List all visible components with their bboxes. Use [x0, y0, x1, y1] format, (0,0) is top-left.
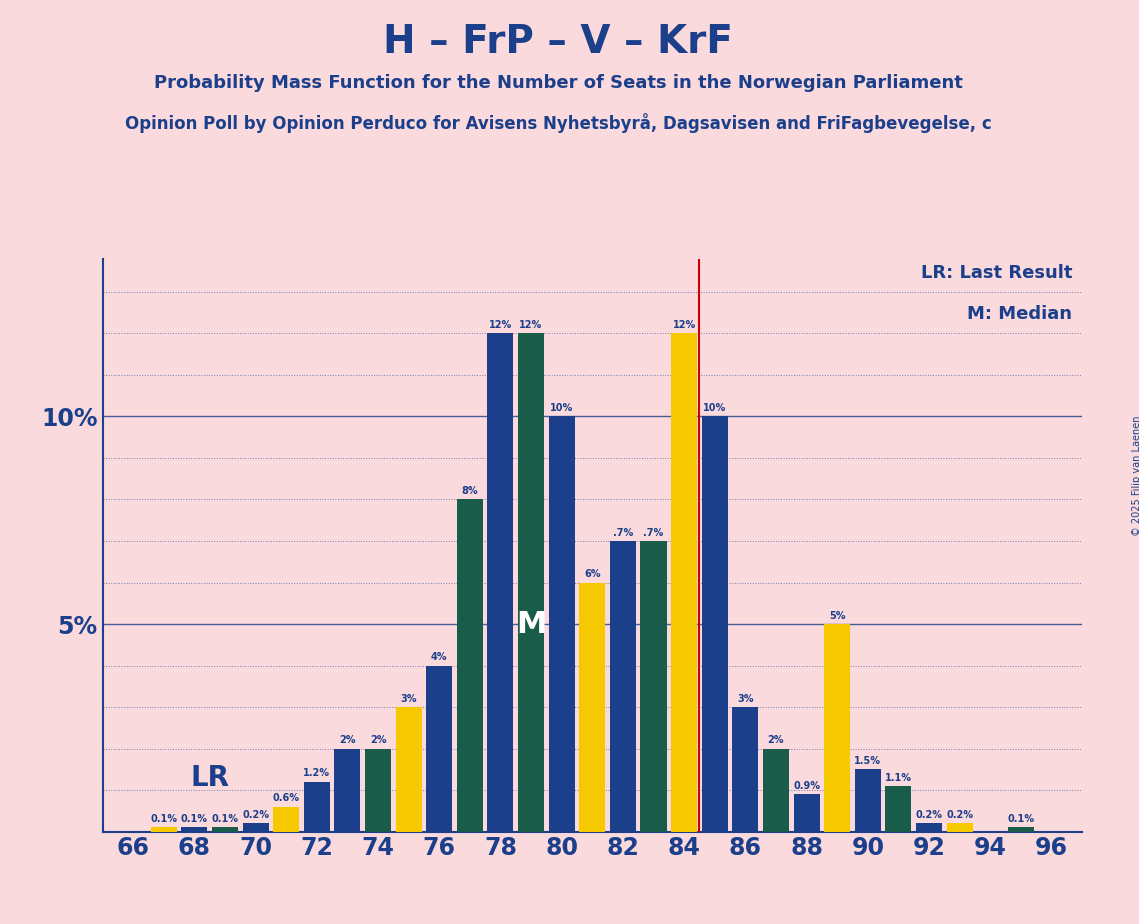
Text: 12%: 12% — [672, 320, 696, 330]
Bar — [212, 828, 238, 832]
Bar — [335, 748, 360, 832]
Text: © 2025 Filip van Laenen: © 2025 Filip van Laenen — [1132, 416, 1139, 536]
Text: M: M — [516, 610, 547, 638]
Text: 0.1%: 0.1% — [1007, 814, 1034, 824]
Bar — [549, 417, 575, 832]
Bar — [243, 823, 269, 832]
Text: Opinion Poll by Opinion Perduco for Avisens Nyhetsbyrå, Dagsavisen and FriFagbev: Opinion Poll by Opinion Perduco for Avis… — [125, 113, 991, 133]
Bar — [609, 541, 636, 832]
Bar — [702, 417, 728, 832]
Bar — [854, 770, 880, 832]
Text: LR: Last Result: LR: Last Result — [920, 264, 1072, 283]
Bar — [273, 807, 300, 832]
Bar — [732, 707, 759, 832]
Text: 2%: 2% — [370, 736, 386, 746]
Bar — [518, 334, 544, 832]
Bar — [671, 334, 697, 832]
Bar — [426, 665, 452, 832]
Bar — [794, 795, 820, 832]
Text: 2%: 2% — [339, 736, 355, 746]
Text: .7%: .7% — [613, 528, 633, 538]
Text: 5%: 5% — [829, 611, 845, 621]
Bar — [364, 748, 391, 832]
Text: 10%: 10% — [550, 403, 573, 413]
Text: 3%: 3% — [401, 694, 417, 704]
Text: Probability Mass Function for the Number of Seats in the Norwegian Parliament: Probability Mass Function for the Number… — [154, 74, 962, 91]
Text: 8%: 8% — [461, 486, 478, 496]
Bar — [763, 748, 789, 832]
Bar — [304, 782, 330, 832]
Bar — [395, 707, 421, 832]
Text: 0.2%: 0.2% — [947, 810, 973, 820]
Bar — [885, 786, 911, 832]
Text: 12%: 12% — [489, 320, 513, 330]
Text: 4%: 4% — [431, 652, 448, 663]
Text: .7%: .7% — [644, 528, 664, 538]
Text: 10%: 10% — [703, 403, 727, 413]
Bar — [1008, 828, 1034, 832]
Text: 6%: 6% — [584, 569, 600, 579]
Bar — [916, 823, 942, 832]
Text: 12%: 12% — [519, 320, 542, 330]
Text: M: Median: M: Median — [967, 305, 1072, 322]
Text: 2%: 2% — [768, 736, 784, 746]
Text: 0.9%: 0.9% — [793, 781, 820, 791]
Bar — [181, 828, 207, 832]
Bar — [947, 823, 973, 832]
Text: LR: LR — [190, 764, 229, 792]
Text: 0.1%: 0.1% — [181, 814, 207, 824]
Text: 0.1%: 0.1% — [212, 814, 238, 824]
Text: 0.1%: 0.1% — [150, 814, 178, 824]
Bar — [150, 828, 177, 832]
Text: 1.5%: 1.5% — [854, 756, 882, 766]
Bar — [487, 334, 514, 832]
Text: 0.2%: 0.2% — [916, 810, 942, 820]
Text: 1.2%: 1.2% — [303, 769, 330, 778]
Bar — [640, 541, 666, 832]
Bar — [457, 500, 483, 832]
Text: 3%: 3% — [737, 694, 754, 704]
Text: H – FrP – V – KrF: H – FrP – V – KrF — [383, 23, 734, 61]
Text: 0.6%: 0.6% — [272, 794, 300, 803]
Bar — [580, 582, 605, 832]
Text: 1.1%: 1.1% — [885, 772, 912, 783]
Bar — [825, 624, 850, 832]
Text: 0.2%: 0.2% — [243, 810, 269, 820]
